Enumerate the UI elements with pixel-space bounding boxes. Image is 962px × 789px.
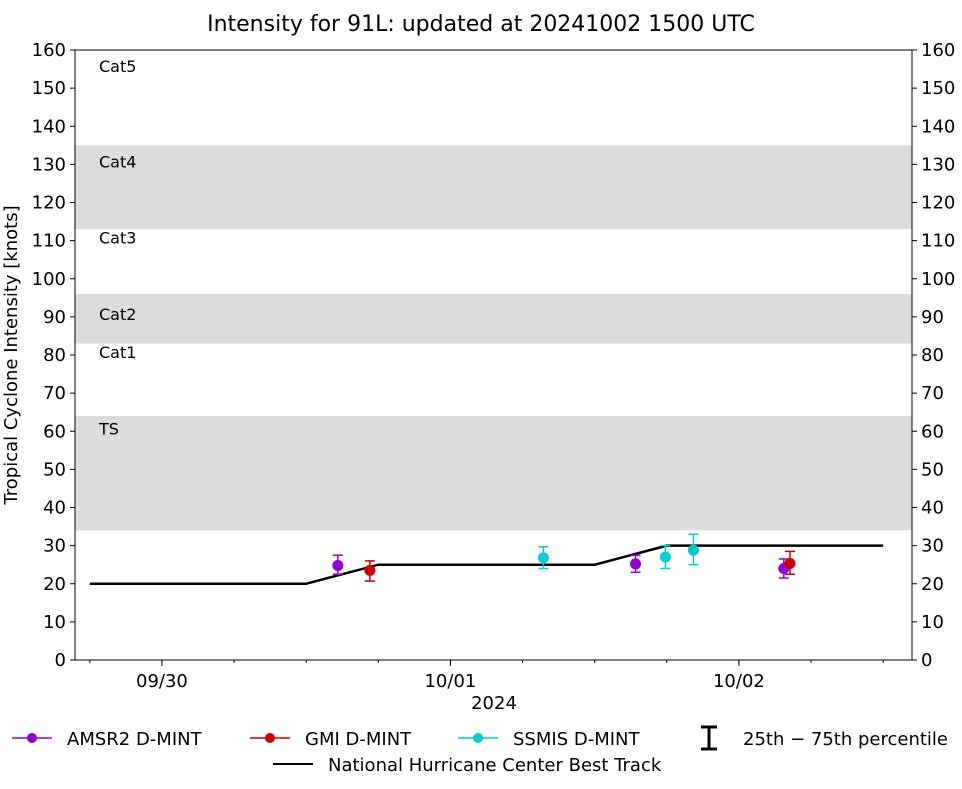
- band-label-Cat3: Cat3: [99, 229, 136, 248]
- legend-marker: [27, 733, 37, 743]
- data-point: [332, 559, 344, 571]
- point-amsr2: [630, 554, 642, 574]
- y-tick-label-right: 130: [921, 154, 955, 175]
- y-tick-label: 30: [43, 536, 66, 557]
- legend-label-best-track: National Hurricane Center Best Track: [328, 755, 662, 776]
- y-axis-label: Tropical Cyclone Intensity [knots]: [1, 205, 22, 505]
- data-point: [687, 544, 699, 556]
- y-tick-label: 100: [32, 269, 66, 290]
- y-tick-label-right: 0: [921, 650, 932, 671]
- y-tick-label-right: 100: [921, 269, 955, 290]
- point-gmi: [784, 550, 796, 575]
- y-tick-label: 50: [43, 459, 66, 480]
- band-label-Cat2: Cat2: [99, 305, 136, 324]
- y-tick-label: 130: [32, 154, 66, 175]
- legend-marker: [265, 733, 275, 743]
- band-Cat2: [75, 294, 912, 344]
- band-label-Cat1: Cat1: [99, 343, 136, 362]
- x-axis-label: 2024: [471, 693, 517, 714]
- y-tick-label-right: 120: [921, 193, 955, 214]
- y-tick-label: 70: [43, 383, 66, 404]
- legend-percentile-icon: [701, 725, 717, 751]
- y-tick-label: 90: [43, 307, 66, 328]
- y-tick-label-right: 40: [921, 498, 944, 519]
- y-tick-label: 120: [32, 193, 66, 214]
- y-tick-label: 20: [43, 574, 66, 595]
- y-tick-label: 110: [32, 231, 66, 252]
- legend-percentile-label: 25th − 75th percentile: [743, 729, 948, 750]
- y-tick-label-right: 10: [921, 612, 944, 633]
- band-label-Cat5: Cat5: [99, 57, 136, 76]
- y-tick-label: 160: [32, 40, 66, 61]
- y-tick-label-right: 20: [921, 574, 944, 595]
- data-point: [364, 564, 376, 576]
- y-tick-label: 80: [43, 345, 66, 366]
- band-label-Cat4: Cat4: [99, 152, 136, 171]
- y-tick-label: 60: [43, 421, 66, 442]
- band-Cat4: [75, 145, 912, 230]
- y-tick-label: 0: [55, 650, 66, 671]
- y-tick-label: 140: [32, 116, 66, 137]
- x-tick-label: 10/01: [424, 671, 476, 692]
- y-tick-label: 10: [43, 612, 66, 633]
- point-ssmis: [687, 533, 699, 566]
- x-tick-label: 10/02: [713, 671, 765, 692]
- y-tick-label-right: 70: [921, 383, 944, 404]
- data-point: [537, 552, 549, 564]
- point-ssmis: [537, 546, 549, 570]
- legend-marker: [473, 733, 483, 743]
- point-gmi: [364, 560, 376, 582]
- y-tick-label-right: 110: [921, 231, 955, 252]
- band-TS: [75, 416, 912, 531]
- point-amsr2: [332, 554, 344, 575]
- data-point: [659, 551, 671, 563]
- y-tick-label-right: 60: [921, 421, 944, 442]
- y-tick-label-right: 50: [921, 459, 944, 480]
- legend-label: SSMIS D-MINT: [513, 729, 640, 750]
- y-tick-label-right: 30: [921, 536, 944, 557]
- y-tick-label: 40: [43, 498, 66, 519]
- x-tick-label: 09/30: [136, 671, 188, 692]
- y-tick-label-right: 80: [921, 345, 944, 366]
- best-track-line: [89, 544, 884, 585]
- y-tick-label-right: 160: [921, 40, 955, 61]
- data-point: [784, 558, 796, 570]
- y-tick-label-right: 150: [921, 78, 955, 99]
- y-tick-label: 150: [32, 78, 66, 99]
- legend-label: AMSR2 D-MINT: [67, 729, 203, 750]
- point-ssmis: [659, 544, 671, 570]
- data-point: [630, 558, 642, 570]
- chart-title: Intensity for 91L: updated at 20241002 1…: [207, 12, 755, 37]
- y-tick-label-right: 90: [921, 307, 944, 328]
- band-label-TS: TS: [98, 419, 119, 438]
- y-tick-label-right: 140: [921, 116, 955, 137]
- legend-label: GMI D-MINT: [305, 729, 412, 750]
